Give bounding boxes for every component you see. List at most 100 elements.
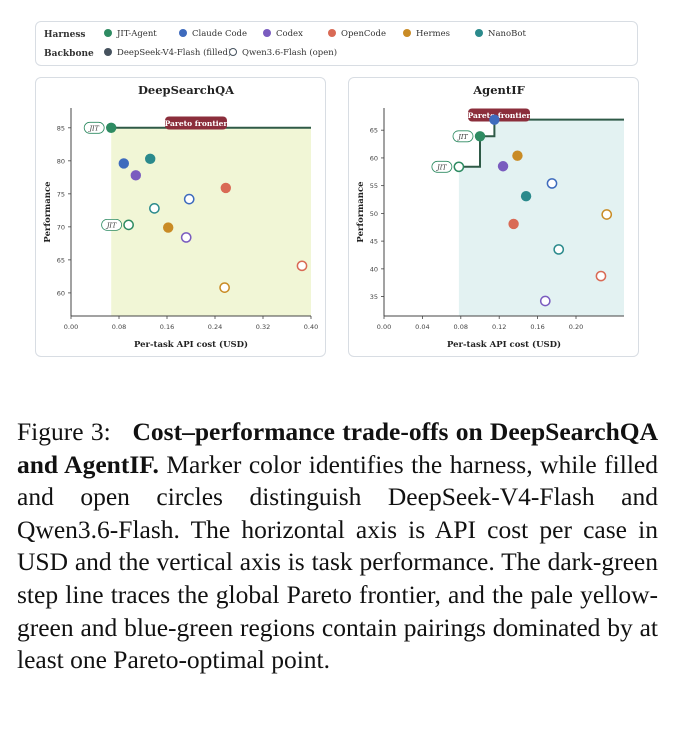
x-tick-label: 0.08 [454, 323, 468, 331]
data-point-opencode-filled [508, 218, 519, 230]
legend-label: JIT-Agent [117, 29, 157, 39]
data-point-nanobot-open [553, 244, 565, 255]
y-tick-label: 75 [57, 190, 65, 198]
y-tick-label: 70 [57, 223, 65, 231]
data-point-opencode-open [595, 270, 607, 282]
deepsearchqa-panel: DeepSearchQA 0.00 0.08 0.16 0.24 0.32 0.40 60 65… [35, 77, 326, 357]
data-point-hermes-open [219, 282, 230, 293]
y-axis-label: Performance [43, 181, 53, 243]
chart-title: AgentIF [472, 83, 525, 97]
figure-caption: Figure 3: Cost–performance trade-offs on… [17, 416, 658, 677]
pareto-frontier-label: Pareto frontier [468, 111, 532, 120]
x-tick-label: 0.08 [112, 323, 126, 331]
data-point-nanobot-filled [145, 153, 156, 165]
x-axis-label: Per-task API cost (USD) [134, 339, 248, 350]
data-point-codex-filled [497, 161, 509, 172]
legend-marker-icon [475, 29, 483, 37]
legend-label: Claude Code [192, 29, 248, 39]
y-tick-label: 65 [370, 127, 378, 135]
y-tick-label: 85 [57, 124, 65, 132]
legend-item-claude-code: Claude Code [179, 29, 247, 39]
y-tick-label: 45 [370, 238, 378, 246]
dominated-region [458, 119, 624, 316]
data-point-claude-code-open [546, 178, 558, 189]
x-tick-label: 0.32 [256, 323, 270, 331]
y-tick-label: 40 [370, 265, 378, 273]
data-point-nanobot-filled [520, 190, 532, 202]
data-point-hermes-filled [512, 150, 523, 161]
data-point-codex-open [539, 295, 551, 307]
legend-item-nanobot: NanoBot [475, 29, 526, 39]
legend-marker-icon [179, 29, 187, 37]
x-tick-label: 0.00 [64, 323, 78, 331]
x-axis-label: Per-task API cost (USD) [447, 339, 561, 350]
legend-backbone-row: Backbone [44, 49, 94, 59]
legend-label: DeepSeek-V4-Flash (filled) [117, 48, 232, 58]
jit-label-badge [101, 218, 122, 231]
legend-harness-row: Harness [44, 30, 94, 40]
data-point-claude-code-filled [118, 158, 129, 169]
caption-text: Marker color identifies the harness, whi… [17, 449, 658, 675]
legend-marker-icon [328, 29, 336, 37]
y-tick-label: 80 [57, 157, 65, 165]
jit-label-badge [83, 121, 105, 134]
legend-marker-icon [104, 29, 112, 37]
x-tick-label: 0.00 [377, 323, 391, 331]
pareto-frontier-badge [165, 116, 227, 130]
dominated-region [111, 127, 311, 316]
x-tick-label: 0.16 [160, 323, 174, 331]
data-point-claude-code-open [183, 193, 195, 205]
legend-label: Codex [276, 29, 303, 39]
data-point-codex-open [180, 232, 192, 243]
x-tick-label: 0.16 [530, 323, 544, 331]
legend-marker-icon [403, 29, 411, 37]
data-point-jit-agent-filled [106, 122, 117, 134]
data-point-jit-agent-open [123, 219, 134, 231]
data-point-claude-code-filled [489, 114, 500, 125]
caption-prefix: Figure 3: [17, 417, 111, 446]
legend-label: OpenCode [341, 29, 387, 39]
jit-label-badge [452, 130, 474, 143]
x-tick-label: 0.24 [208, 323, 222, 331]
pareto-frontier-label: Pareto frontier [165, 119, 229, 128]
data-point-jit-agent-open [453, 161, 465, 173]
jit-label-text: JIT [456, 133, 468, 141]
y-tick-label: 55 [370, 182, 378, 190]
x-tick-label: 0.20 [569, 323, 583, 331]
legend-marker-icon [263, 29, 271, 37]
pareto-frontier-badge [468, 108, 530, 122]
data-point-hermes-open [601, 209, 613, 220]
legend-item-hermes: Hermes [403, 29, 450, 39]
legend-marker-icon [229, 48, 237, 56]
data-point-hermes-filled [163, 222, 174, 233]
legend-label: NanoBot [488, 29, 526, 39]
data-point-opencode-open [296, 260, 308, 272]
x-tick-label: 0.12 [492, 323, 506, 331]
legend-label: Hermes [416, 29, 450, 39]
legend: Harness Backbone JIT-Agent Claude Code Cod… [35, 21, 638, 66]
legend-item-codex: Codex [263, 29, 303, 39]
jit-label-text: JIT [105, 221, 117, 229]
data-point-codex-filled [130, 170, 141, 181]
legend-harness-heading: Harness [44, 30, 86, 40]
agentif-panel: AgentIF 0.00 0.04 0.08 0.12 0.16 0.20 35 40 45 50 5… [348, 77, 639, 357]
legend-item-backbone-filled: DeepSeek-V4-Flash (filled) [104, 48, 231, 58]
deepsearchqa-chart: DeepSearchQA 0.00 0.08 0.16 0.24 0.32 0.40 60 65… [43, 83, 318, 350]
caption-title: Cost–performance trade-offs on DeepSearc… [17, 417, 659, 479]
legend-backbone-heading: Backbone [44, 49, 94, 59]
data-point-nanobot-open [149, 203, 160, 214]
legend-label: Qwen3.6-Flash (open) [242, 48, 338, 58]
data-point-jit-agent-filled [474, 131, 486, 142]
chart-title: DeepSearchQA [138, 83, 235, 97]
legend-item-jit-agent: JIT-Agent [104, 29, 157, 39]
x-tick-label: 0.40 [304, 323, 318, 331]
y-axis-label: Performance [356, 181, 366, 243]
data-point-opencode-filled [220, 182, 231, 194]
jit-label-badge [431, 160, 453, 173]
x-tick-label: 0.04 [415, 323, 429, 331]
y-tick-label: 35 [370, 293, 378, 301]
jit-label-text: JIT [87, 124, 99, 132]
y-tick-label: 65 [57, 256, 65, 264]
agentif-chart: AgentIF 0.00 0.04 0.08 0.12 0.16 0.20 35 40 45 50 5… [356, 83, 624, 350]
y-tick-label: 50 [370, 210, 378, 218]
